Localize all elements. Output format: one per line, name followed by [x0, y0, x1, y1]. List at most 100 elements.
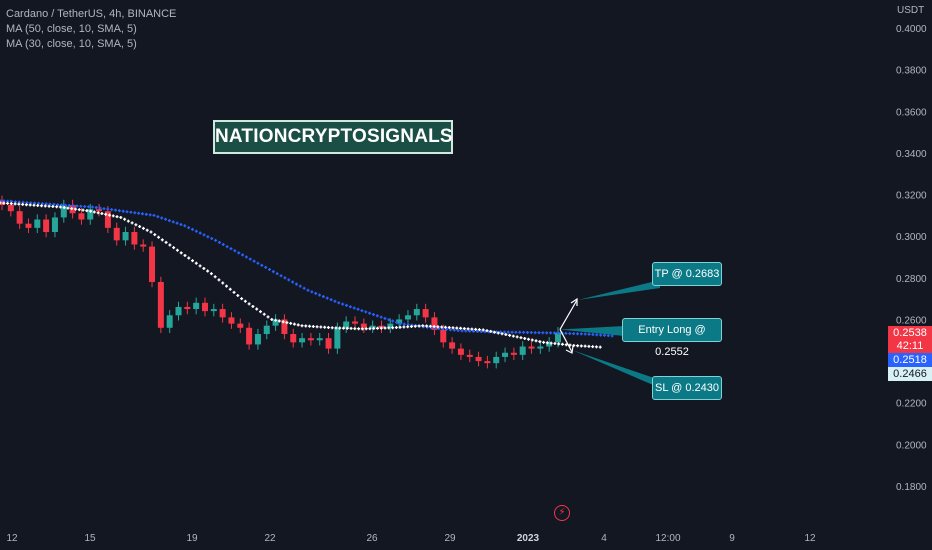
ma50-line — [106, 207, 110, 211]
ma50-line — [541, 331, 545, 335]
candle-body — [422, 309, 429, 318]
ma50-line — [433, 326, 437, 330]
ma50-line — [549, 331, 553, 335]
ma50-line — [194, 229, 198, 233]
candle-body — [263, 325, 270, 335]
ma50-line — [529, 331, 533, 335]
ma30-line — [100, 212, 104, 216]
candle-body — [210, 309, 217, 312]
ma30-line — [164, 240, 168, 244]
candle-body — [131, 232, 138, 245]
candle-body — [387, 323, 394, 328]
indicator-ma30-label[interactable]: MA (30, close, 10, SMA, 5) — [6, 38, 137, 50]
x-tick-label: 12 — [6, 533, 18, 544]
ma30-line — [172, 246, 176, 250]
ma50-line — [472, 329, 476, 333]
ma30-line — [500, 332, 504, 336]
ma50-line — [63, 203, 67, 207]
ma30-line — [36, 203, 40, 207]
ma30-line — [179, 251, 183, 255]
ma50-line — [79, 204, 83, 208]
ma30-line — [55, 205, 59, 209]
ma30-line — [583, 344, 587, 348]
candle-body — [484, 361, 491, 364]
candle-body — [140, 244, 147, 247]
ma30-line — [58, 205, 62, 209]
candle-body — [510, 352, 517, 355]
ma30-line — [104, 212, 108, 216]
entry-callout[interactable]: Entry Long @ 0.2552 — [622, 318, 722, 358]
ma50-line — [368, 311, 372, 315]
ma30-line — [138, 225, 142, 229]
ma50-line — [233, 249, 237, 253]
ma30-line — [70, 207, 74, 211]
ma30-line — [81, 208, 85, 212]
ma50-line — [121, 209, 125, 213]
ma50-line — [576, 332, 579, 336]
ma30-line — [334, 326, 338, 330]
ma50-line — [152, 213, 156, 217]
ma50-line — [460, 329, 464, 333]
ma30-line — [194, 261, 198, 265]
ma30-line — [43, 204, 47, 208]
candle-body — [457, 348, 464, 355]
ma30-line — [115, 215, 119, 219]
candle-body — [307, 338, 314, 341]
lightning-icon[interactable]: ⚡ — [554, 505, 570, 521]
candle-body — [228, 317, 235, 324]
ma30-line — [527, 337, 530, 341]
ma30-line — [262, 312, 266, 316]
ma30-line — [470, 327, 474, 331]
ma50-line — [67, 203, 71, 207]
ma50-line — [356, 307, 360, 311]
candle-body — [157, 281, 164, 328]
candle-body — [334, 327, 341, 349]
ma50-line — [268, 267, 271, 271]
ma30-line — [357, 327, 361, 331]
ma30-line — [519, 336, 523, 340]
y-tick-label: 0.4000 — [896, 24, 927, 35]
ma50-line — [398, 322, 402, 326]
ma50-line — [33, 201, 37, 205]
ma50-line — [148, 213, 152, 217]
ma30-line — [187, 256, 191, 260]
ma30-line — [368, 327, 372, 331]
candle-body — [237, 323, 244, 328]
ma30-line — [391, 326, 395, 330]
y-tick-label: 0.1800 — [896, 482, 927, 493]
ma30-line — [221, 281, 225, 285]
ma50-line — [591, 333, 595, 337]
sl-callout[interactable]: SL @ 0.2430 — [652, 376, 722, 400]
candle-body — [87, 209, 94, 220]
ma50-line — [302, 286, 306, 290]
candle-body — [272, 319, 279, 326]
ma50-line — [325, 296, 329, 300]
ma50-line — [156, 215, 160, 219]
ma30-line — [338, 326, 342, 330]
ma30-line — [387, 326, 391, 330]
ma30-line — [481, 328, 485, 332]
ma50-line — [229, 247, 233, 251]
tp-callout[interactable]: TP @ 0.2683 — [652, 262, 722, 286]
candle-body — [96, 209, 103, 212]
ma30-line — [202, 266, 206, 270]
ma30-line — [62, 206, 66, 210]
symbol-title[interactable]: Cardano / TetherUS, 4h, BINANCE — [6, 8, 177, 20]
x-tick-label: 29 — [444, 533, 456, 544]
ma30-line — [560, 342, 564, 346]
ma50-line — [214, 238, 218, 242]
candle-body — [502, 352, 509, 357]
y-tick-label: 0.2200 — [896, 399, 927, 410]
candle-body — [246, 327, 253, 345]
watermark-banner: NATIONCRYPTOSIGNALS — [213, 120, 453, 154]
candle-body — [537, 346, 544, 349]
ma30-line — [292, 322, 296, 326]
ma50-line — [345, 303, 348, 307]
ma30-line — [466, 327, 470, 331]
ma30-line — [572, 343, 576, 347]
ma30-line — [330, 326, 334, 330]
indicator-ma50-label[interactable]: MA (50, close, 10, SMA, 5) — [6, 23, 137, 35]
ma50-line — [314, 291, 318, 295]
ma50-line — [341, 302, 345, 306]
